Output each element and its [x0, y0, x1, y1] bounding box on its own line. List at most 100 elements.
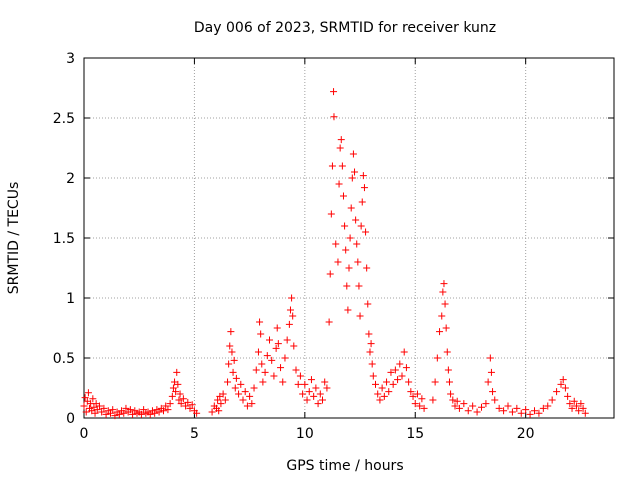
data-point: [372, 380, 379, 388]
data-point: [359, 172, 367, 180]
data-point: [310, 392, 318, 400]
data-point: [221, 396, 229, 404]
data-point: [402, 364, 410, 372]
data-point: [484, 378, 492, 386]
data-point: [366, 348, 374, 356]
data-point: [387, 368, 395, 376]
data-point: [522, 406, 530, 414]
data-point: [129, 410, 137, 418]
data-point: [321, 378, 329, 386]
data-point: [232, 374, 240, 382]
data-point: [559, 376, 567, 384]
data-point: [449, 396, 457, 404]
data-point: [261, 368, 269, 376]
data-point: [151, 409, 159, 417]
data-point: [80, 402, 88, 410]
data-point: [188, 401, 196, 409]
data-point: [82, 408, 90, 416]
data-point: [289, 312, 297, 320]
data-point: [279, 378, 287, 386]
data-point: [319, 396, 326, 404]
data-point: [416, 402, 424, 410]
data-point: [336, 144, 344, 152]
data-point: [374, 390, 382, 398]
data-point: [326, 270, 334, 278]
data-point: [369, 372, 377, 380]
data-point: [489, 388, 497, 396]
data-point: [160, 407, 167, 415]
data-point: [235, 390, 243, 398]
data-point: [464, 407, 472, 415]
data-point: [316, 390, 324, 398]
data-point: [351, 168, 359, 176]
data-point: [115, 410, 123, 418]
data-point: [95, 402, 103, 410]
data-point: [283, 336, 291, 344]
data-point: [137, 410, 145, 418]
data-point: [363, 264, 371, 272]
x-tick-label: 10: [296, 426, 314, 442]
data-point: [352, 216, 360, 224]
data-point: [337, 136, 345, 144]
data-point: [177, 400, 185, 408]
data-point: [257, 330, 265, 338]
data-point: [263, 352, 271, 360]
data-point: [303, 396, 311, 404]
data-point: [173, 368, 181, 376]
data-point: [358, 198, 366, 206]
data-point: [182, 402, 190, 410]
data-point: [288, 294, 296, 302]
data-point: [389, 380, 397, 388]
data-point: [98, 408, 106, 416]
y-tick-labels: 0 0.5 1 1.5 2 2.5 3: [53, 51, 75, 427]
data-point: [274, 340, 282, 348]
data-point: [254, 348, 262, 356]
data-point: [215, 407, 223, 415]
data-point: [349, 150, 357, 158]
data-point: [365, 330, 373, 338]
data-point: [227, 328, 235, 336]
data-point: [418, 395, 426, 403]
data-point: [294, 380, 302, 388]
data-point: [334, 258, 342, 266]
data-point: [219, 390, 227, 398]
data-point: [237, 380, 245, 388]
data-point: [453, 397, 461, 405]
data-point: [572, 402, 580, 410]
data-point: [290, 342, 298, 350]
data-point: [239, 396, 247, 404]
y-tick-label: 2: [66, 171, 75, 187]
data-point: [241, 388, 249, 396]
data-point: [225, 360, 233, 368]
data-point: [513, 404, 521, 412]
data-point: [102, 410, 110, 418]
data-point: [443, 348, 451, 356]
data-point: [469, 402, 477, 410]
y-tick-label: 0.5: [53, 351, 75, 367]
data-point: [353, 240, 361, 248]
data-point: [256, 318, 264, 326]
data-point: [504, 402, 512, 410]
data-point: [535, 409, 543, 417]
data-point: [314, 400, 322, 408]
data-point: [243, 402, 251, 410]
data-point: [486, 354, 494, 362]
data-point: [270, 372, 278, 380]
data-point: [445, 378, 453, 386]
data-point: [338, 162, 346, 170]
data-point: [444, 366, 452, 374]
data-point: [391, 366, 399, 374]
data-point: [268, 356, 276, 364]
data-point: [93, 406, 101, 414]
data-point: [325, 318, 333, 326]
data-point: [357, 222, 365, 230]
data-point: [231, 384, 239, 392]
data-point: [376, 396, 384, 404]
data-point: [380, 392, 388, 400]
data-point: [531, 407, 538, 415]
data-point: [174, 380, 182, 388]
data-point: [482, 400, 490, 408]
data-point: [342, 246, 350, 254]
data-point: [568, 404, 576, 412]
data-point: [332, 240, 340, 248]
